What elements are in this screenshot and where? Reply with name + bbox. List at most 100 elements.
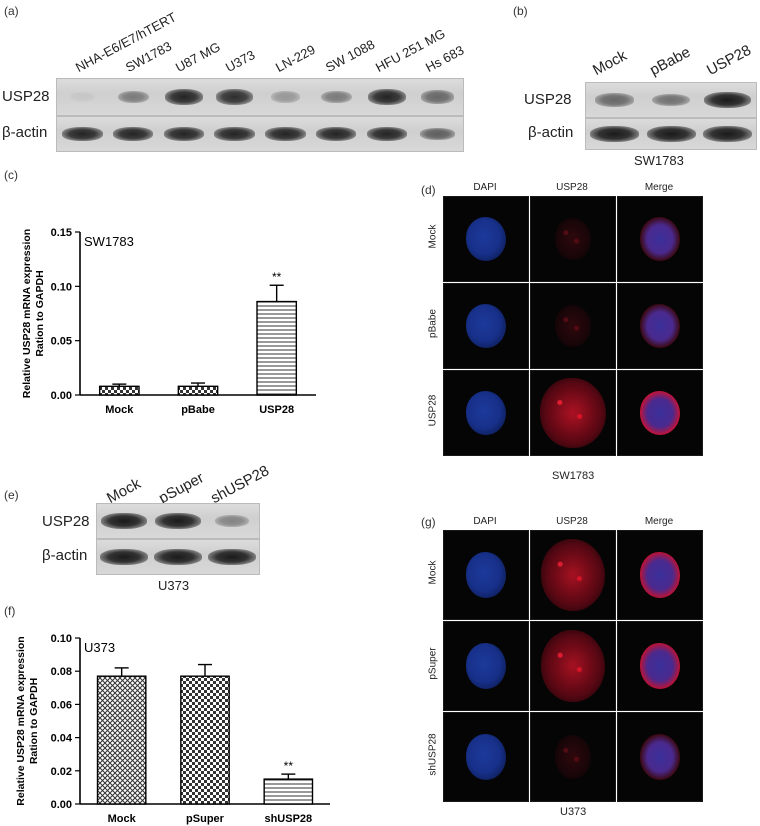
blot-a-actin-band (62, 127, 103, 141)
panel-label-f: (f) (4, 604, 16, 618)
panel-label-g: (g) (421, 515, 436, 529)
blot-e-lane-label: shUSP28 (208, 462, 272, 507)
panel-d-micrograph-tile (530, 283, 616, 369)
blot-a-usp28-band (270, 91, 300, 103)
panel-d-column-header: DAPI (473, 182, 497, 193)
significance-label: ** (272, 270, 282, 284)
merge-overlay (639, 643, 681, 689)
blot-a-row-usp28: USP28 (2, 88, 50, 105)
panel-d-micrograph-tile (443, 196, 529, 282)
blot-e-usp28-band (101, 513, 147, 529)
blot-a-usp28-band (117, 90, 149, 104)
blot-b-actin-band (703, 126, 753, 142)
blot-a-actin-band (112, 127, 154, 141)
micrograph-g-caption: U373 (560, 806, 587, 818)
panel-g-micrograph-tile (530, 712, 616, 802)
bar (98, 385, 140, 396)
chart-f: 0.00 0.02 0.04 0.06 0.08 0.10 Relative USP28 m… (15, 633, 330, 825)
blot-b-lane-label: pBabe (647, 43, 694, 79)
bar (180, 675, 230, 805)
nucleus-dapi (465, 552, 507, 598)
panel-d-micrograph-tile (443, 370, 529, 456)
panel-d-micrograph-tile (530, 196, 616, 282)
nucleus-dapi (465, 643, 507, 689)
panel-g-column-header: USP28 (556, 516, 588, 527)
blot-a-actin-strip (56, 116, 464, 152)
blot-e-actin-strip (96, 539, 260, 575)
panel-d-micrograph-tile (617, 196, 703, 282)
panel-g-micrograph-tile (530, 530, 616, 620)
y-tick-label: 0.04 (51, 733, 73, 745)
category-label: pSuper (186, 813, 225, 825)
nucleus-dapi (465, 734, 507, 780)
blot-a-usp28-band (421, 90, 455, 104)
y-axis-label: Ration to GAPDH (28, 678, 40, 764)
blot-e-usp28-band (155, 513, 201, 529)
usp28-signal (554, 305, 592, 347)
panel-d-row-label: Mock (427, 224, 439, 249)
nucleus-dapi (465, 304, 507, 348)
merge-overlay (639, 304, 681, 348)
merge-overlay (639, 391, 681, 435)
usp28-signal (541, 630, 605, 702)
panel-g-micrograph-tile (617, 621, 703, 711)
blot-e-usp28-strip (96, 503, 260, 539)
panel-d-micrograph-tile (617, 370, 703, 456)
panel-d-row-label: pBabe (427, 309, 439, 338)
blot-a-row-actin: β-actin (2, 124, 48, 141)
y-tick-label: 0.05 (51, 336, 72, 348)
blot-a-actin-band (214, 127, 255, 141)
panel-g-row-label: pSuper (427, 647, 439, 680)
significance-label: ** (284, 759, 294, 773)
panel-g-row-label: Mock (427, 560, 439, 585)
usp28-signal (554, 218, 592, 260)
panel-g-micrograph-tile (617, 712, 703, 802)
blot-e-actin-band (154, 549, 202, 565)
panel-label-e: (e) (4, 488, 19, 502)
panel-g-column-header: Merge (644, 516, 674, 527)
blot-e-lane-label: pSuper (156, 469, 207, 507)
blot-b-usp28-band (594, 93, 634, 107)
blot-a-actin-band (315, 127, 357, 141)
y-tick-label: 0.00 (51, 390, 72, 402)
blot-b-actin-band (646, 126, 696, 142)
merge-overlay (639, 734, 681, 780)
blot-e-caption: U373 (158, 578, 190, 593)
blot-a-actin-band (419, 128, 456, 140)
y-tick-label: 0.15 (51, 227, 72, 239)
blot-a-lane-label: U87 MG (172, 39, 223, 75)
blot-a-usp28-band (164, 89, 204, 105)
panel-g-column-header: DAPI (473, 516, 497, 527)
blot-e-actin-band (100, 549, 148, 565)
blot-a-actin-band (265, 127, 306, 141)
category-label: USP28 (259, 404, 294, 416)
blot-a-lane-label: LN-229 (272, 41, 318, 75)
panel-g-micrograph-tile (530, 621, 616, 711)
y-tick-label: 0.02 (51, 766, 72, 778)
bar (96, 675, 147, 805)
blot-b-usp28-band (704, 92, 752, 108)
blot-a-usp28-band (215, 89, 254, 105)
blot-b-usp28-band (651, 93, 691, 107)
y-tick-label: 0.00 (51, 799, 72, 811)
blot-e-row-usp28: USP28 (42, 513, 90, 530)
panel-label-b: (b) (513, 4, 528, 18)
category-label: Mock (108, 813, 137, 825)
panel-d-row-label: USP28 (427, 394, 439, 427)
y-axis-label: Relative USP28 mRNA expression (21, 229, 33, 398)
category-label: shUSP28 (264, 813, 312, 825)
blot-a-usp28-band (69, 92, 95, 102)
blot-b-actin-band (589, 126, 639, 142)
blot-b-row-usp28: USP28 (524, 91, 572, 108)
panel-d-column-header: USP28 (556, 182, 588, 193)
y-tick-label: 0.10 (51, 633, 72, 645)
bar (263, 778, 314, 805)
category-label: Mock (105, 404, 134, 416)
usp28-signal (540, 378, 606, 448)
panel-label-c: (c) (4, 168, 18, 182)
panel-g-micrograph-tile (443, 621, 529, 711)
blot-b-usp28-strip (585, 82, 757, 118)
chart-annotation: SW1783 (84, 234, 134, 249)
category-label: pBabe (181, 404, 215, 416)
y-tick-label: 0.10 (51, 281, 72, 293)
